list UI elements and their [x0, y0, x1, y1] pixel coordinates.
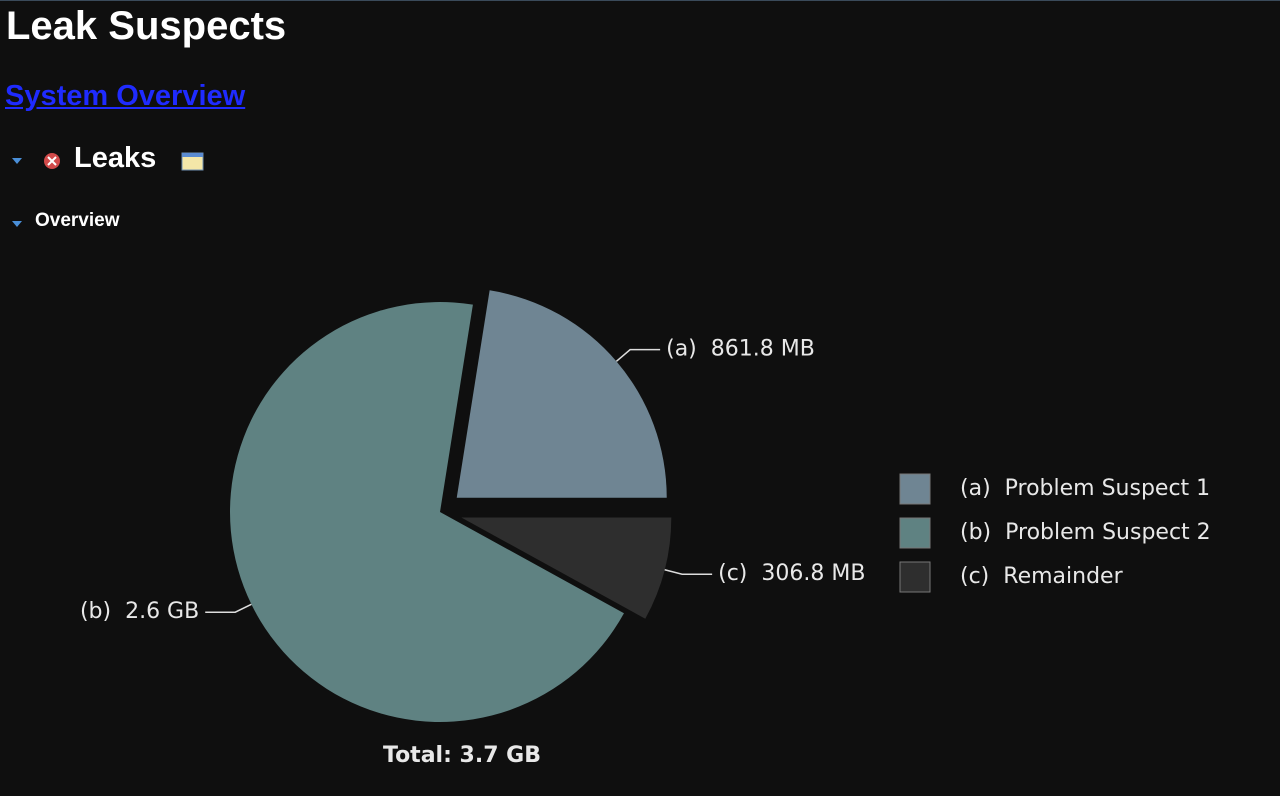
legend-name: Problem Suspect 2	[1005, 520, 1211, 545]
system-overview-link[interactable]: System Overview	[5, 80, 246, 112]
leader-line	[615, 348, 661, 362]
collapse-toggle[interactable]	[12, 221, 22, 227]
pie-slice	[461, 517, 672, 619]
collapse-toggle[interactable]	[12, 158, 22, 164]
slice-value-label: 2.6 GB	[125, 599, 199, 624]
icons	[12, 152, 204, 227]
slice-id: (a)	[666, 337, 697, 362]
pie-slice	[456, 290, 667, 498]
legend-label: (a) Problem Suspect 1	[960, 476, 1210, 501]
slice-label: (a) 861.8 MB	[666, 337, 815, 362]
slice-label: (b) 2.6 GB	[80, 599, 199, 624]
legend-swatch	[899, 561, 931, 593]
error-icon-x	[47, 156, 57, 166]
leader-line	[664, 569, 713, 575]
details-icon-bar	[182, 153, 203, 157]
slice-id: (c)	[718, 561, 747, 586]
legend-id: (c)	[960, 564, 989, 589]
legend-label: (c) Remainder	[960, 564, 1124, 589]
legend-swatch	[899, 473, 931, 505]
leader-line	[205, 603, 252, 613]
slice-id: (b)	[80, 599, 111, 624]
legend-name: Remainder	[1003, 564, 1123, 589]
page-title: Leak Suspects	[6, 4, 287, 48]
pie-chart: (a) 861.8 MB (b) 2.6 GB (c) 306.8 MB Total: 3.…	[80, 290, 1211, 768]
legend-id: (a)	[960, 476, 991, 501]
legend-swatch	[899, 517, 931, 549]
top-border	[0, 0, 1280, 1]
slice-label: (c) 306.8 MB	[718, 561, 865, 586]
legend-label: (b) Problem Suspect 2	[960, 520, 1211, 545]
total-label: Total: 3.7 GB	[383, 743, 541, 768]
slice-value-label: 861.8 MB	[711, 337, 815, 362]
section-title: Leaks	[74, 142, 157, 174]
subsection-title: Overview	[35, 210, 120, 231]
pie-slice	[230, 302, 624, 722]
slice-value-label: 306.8 MB	[761, 561, 865, 586]
legend-id: (b)	[960, 520, 991, 545]
legend-name: Problem Suspect 1	[1005, 476, 1211, 501]
